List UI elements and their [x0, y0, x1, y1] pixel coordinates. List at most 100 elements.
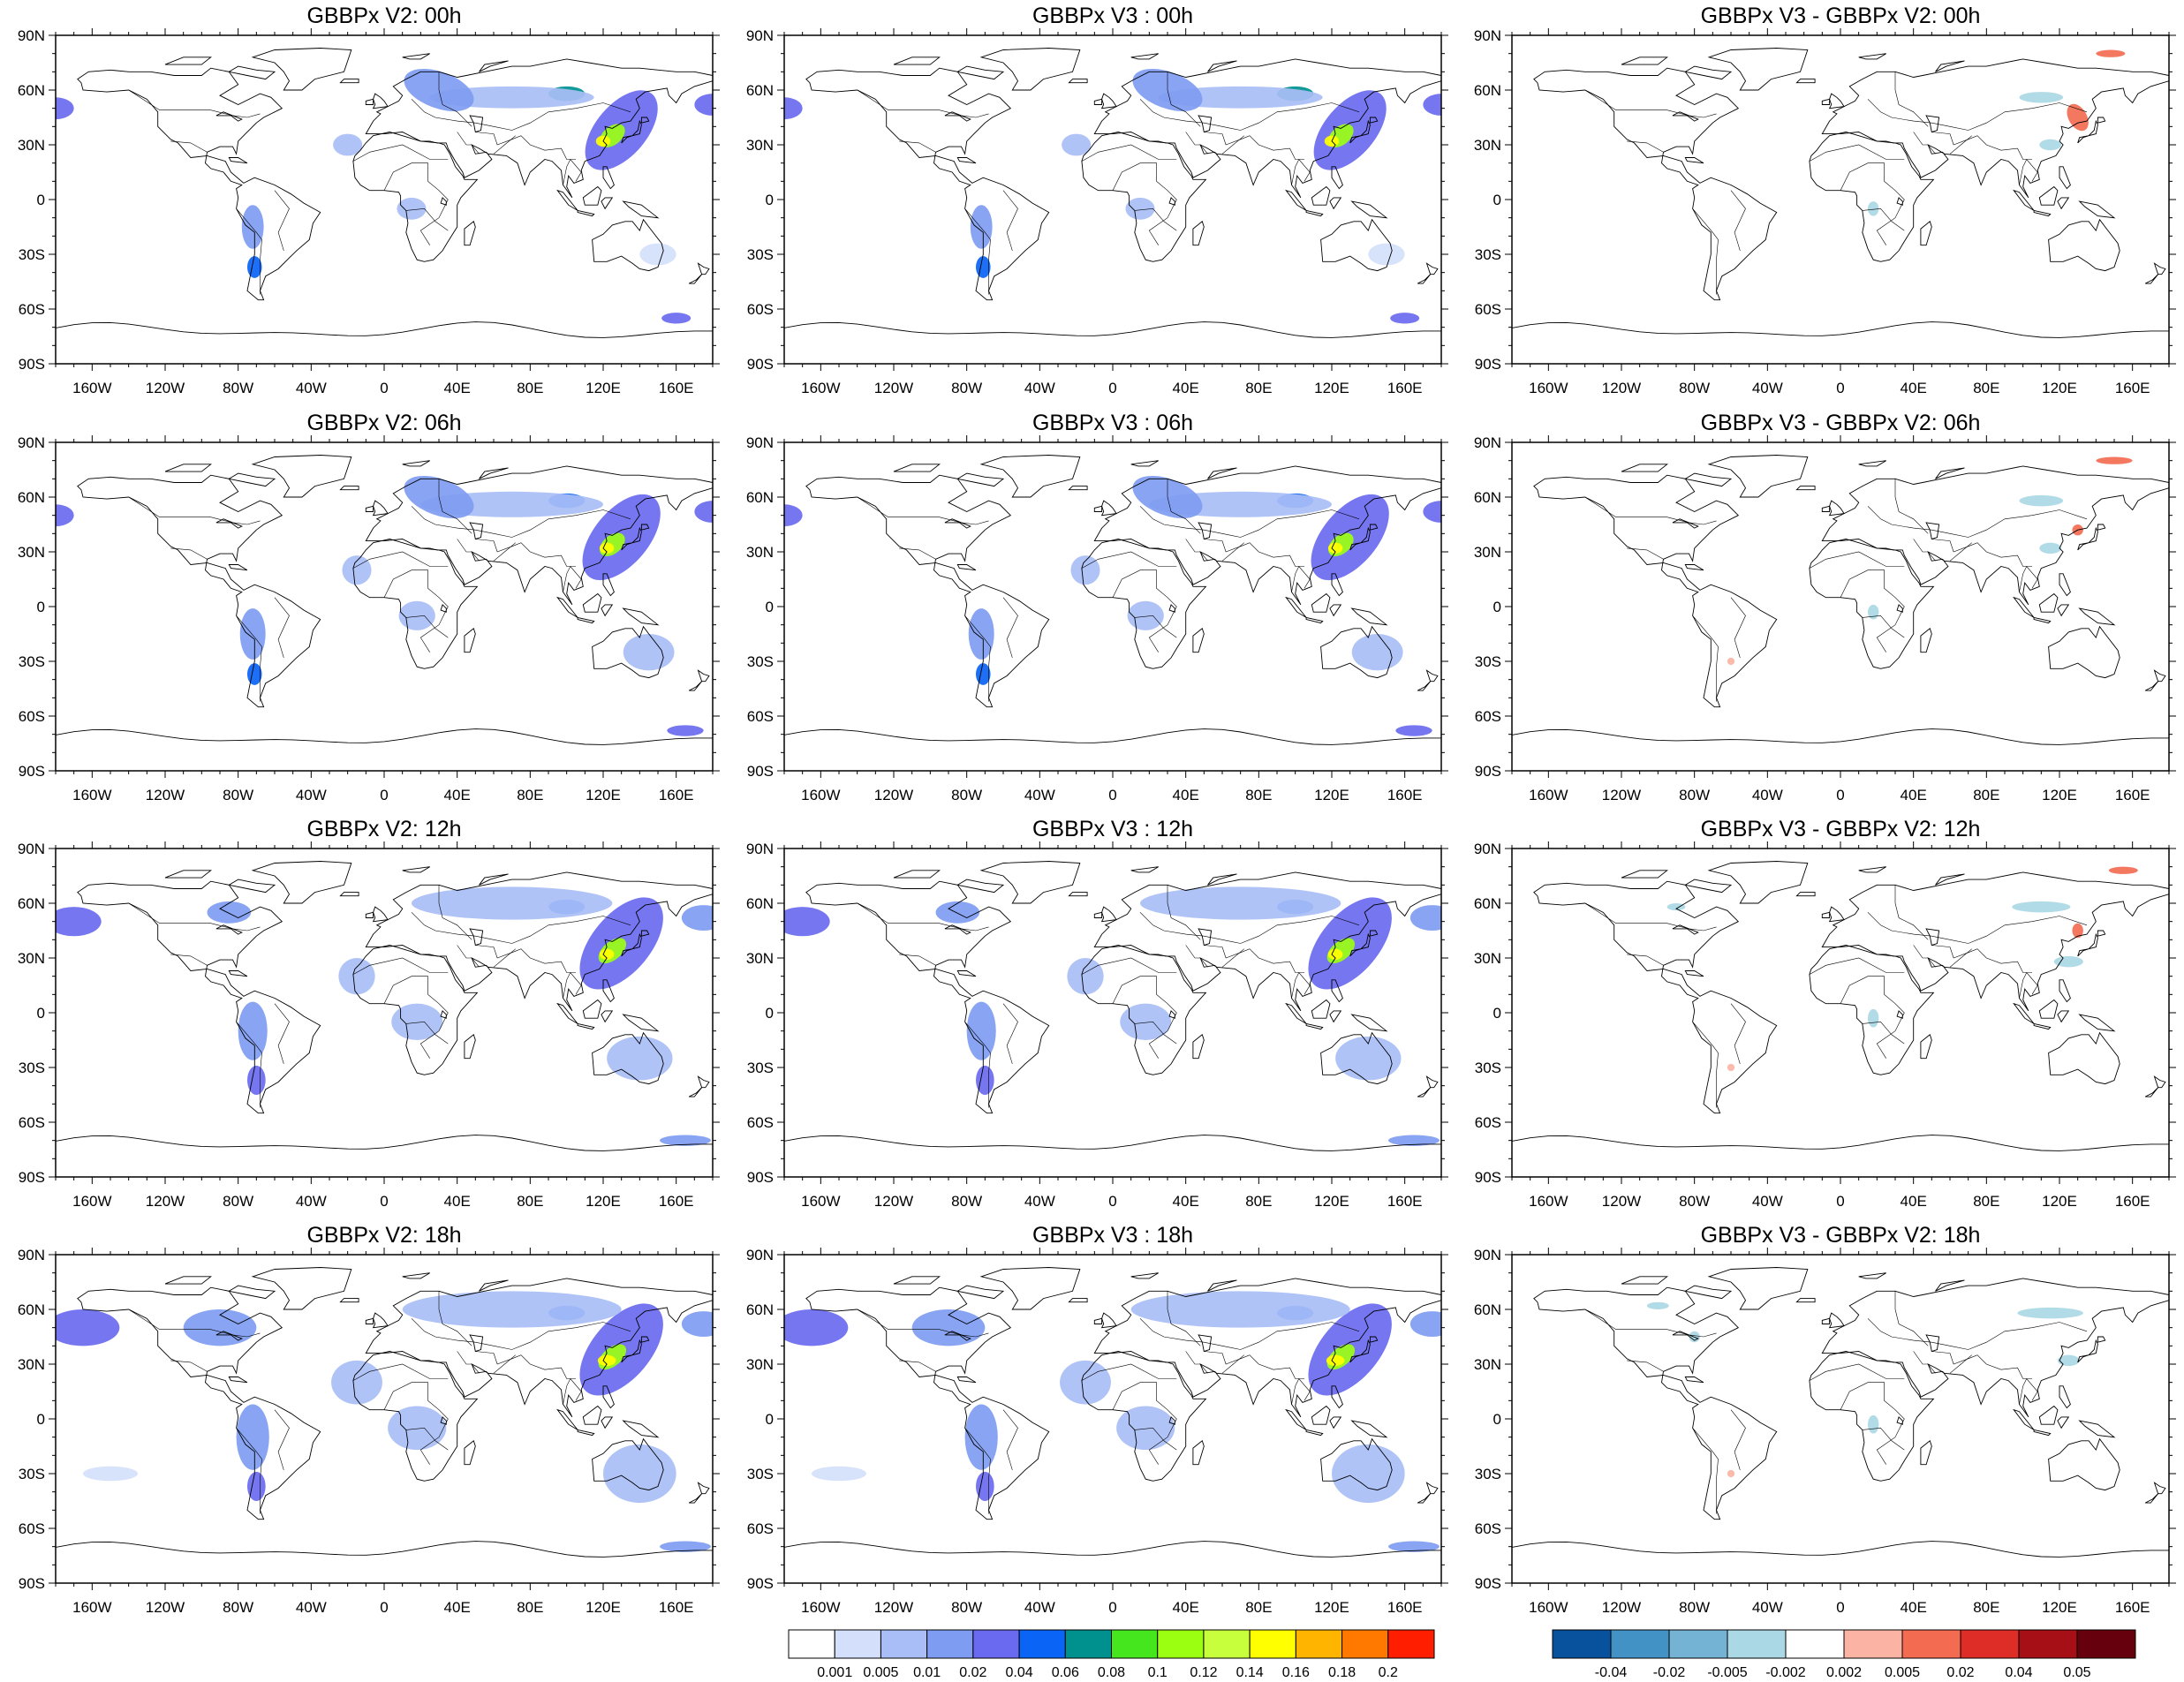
country-border	[383, 1382, 449, 1465]
coastline	[577, 1429, 595, 1437]
lat-tick-label: 90N	[1474, 434, 1501, 451]
difference-area	[2017, 1307, 2083, 1319]
map-panel: GBBPx V2: 18h 160W 120W 80W 40W 0 40E 80E 120E 16…	[18, 1223, 720, 1616]
coastline	[621, 932, 642, 957]
coastline	[1068, 79, 1088, 84]
coastline	[2038, 592, 2059, 613]
country-border	[236, 208, 262, 295]
lake-outline	[1168, 197, 1175, 206]
lon-tick-label: 0	[1836, 1599, 1844, 1616]
colorbar-box	[1387, 1629, 1435, 1659]
coastline	[1425, 669, 1439, 683]
country-border	[1134, 1021, 1177, 1045]
emission-area	[236, 1404, 269, 1470]
coastline	[602, 979, 615, 1003]
coastline	[2153, 1075, 2166, 1089]
emission-area	[812, 1466, 866, 1482]
difference-area	[1727, 1063, 1735, 1072]
coastline	[2153, 669, 2166, 683]
lon-tick-label: 120E	[2042, 1193, 2077, 1210]
coastline	[1621, 1276, 1668, 1285]
country-border	[1949, 135, 1972, 155]
lake-outline	[1896, 1010, 1903, 1019]
country-border	[1692, 208, 1719, 295]
coastline	[2097, 930, 2106, 937]
emission-area	[639, 243, 676, 266]
lon-tick-label: 40W	[296, 380, 327, 396]
country-border	[1627, 140, 1664, 153]
coastline	[251, 861, 352, 904]
country-border	[1081, 144, 1177, 162]
lon-tick-label: 0	[1836, 1193, 1844, 1210]
country-border	[411, 99, 631, 131]
antarctica-coastline	[784, 321, 1441, 338]
tick-marks	[49, 1248, 720, 1590]
coastline	[365, 465, 713, 606]
country-border	[1627, 954, 1664, 966]
lon-tick-label: 120W	[1602, 380, 1641, 396]
map-frame	[783, 848, 1442, 1178]
lon-tick-label: 80E	[1973, 1599, 1999, 1616]
lon-tick-label: 40E	[1173, 787, 1199, 803]
lake-outline	[1198, 1334, 1213, 1353]
colorbar-absolute: 0.001 0.005 0.01 0.02 0.04 0.06 0.08 0.1 0.12 0.1…	[788, 1629, 1435, 1680]
lon-tick-label: 80W	[223, 787, 253, 803]
coastline	[228, 157, 248, 164]
country-border	[1730, 190, 1746, 251]
difference-area	[2072, 923, 2083, 939]
coastline	[1935, 873, 1965, 886]
lon-tick-label: 80W	[223, 1599, 253, 1616]
difference-area	[1727, 657, 1735, 666]
lon-tick-label: 40E	[1901, 380, 1927, 396]
map-panel: GBBPx V3 : 18h 160W 120W 80W 40W 0 40E 80E 120E 1…	[746, 1223, 1448, 1616]
data-field	[56, 1291, 713, 1552]
lat-tick-label: 90S	[19, 1169, 45, 1186]
emission-area	[623, 634, 675, 671]
coastline	[1207, 1279, 1237, 1292]
coastline	[1207, 467, 1237, 479]
country-border	[1002, 190, 1018, 251]
tick-marks	[777, 28, 1448, 371]
lon-tick-label: 120W	[146, 380, 185, 396]
country-border	[1134, 207, 1177, 231]
lat-tick-label: 90S	[1475, 1169, 1501, 1186]
country-border	[1931, 945, 2032, 973]
country-border	[899, 140, 936, 153]
coastline	[1320, 218, 1393, 272]
coastline	[621, 1339, 642, 1363]
difference-area	[1666, 902, 1686, 911]
lon-tick-label: 80E	[517, 1599, 543, 1616]
lake-outline	[1672, 518, 1699, 529]
coastline	[2059, 979, 2071, 1003]
lake-outline	[1925, 1334, 1940, 1353]
colorbar-box	[1018, 1629, 1066, 1659]
coastline	[2033, 1429, 2052, 1437]
colorbar-box	[1785, 1629, 1845, 1659]
colorbar-box	[834, 1629, 881, 1659]
tick-marks	[49, 435, 720, 778]
coastline	[2153, 1482, 2166, 1495]
panel-title: GBBPx V3 - GBBPx V2: 00h	[1701, 4, 1981, 28]
antarctica-coastline	[56, 1135, 713, 1151]
lon-tick-label: 160W	[72, 1193, 111, 1210]
coastline	[805, 67, 1050, 301]
coastline	[228, 1285, 276, 1300]
country-border	[1134, 1427, 1177, 1451]
lat-tick-label: 30N	[1474, 950, 1501, 967]
lake-outline	[944, 518, 971, 529]
coastline	[365, 98, 374, 105]
emission-area	[1395, 725, 1432, 736]
coastline	[372, 906, 389, 923]
emission-area	[412, 886, 613, 920]
lat-tick-label: 90S	[747, 763, 774, 780]
lon-tick-label: 160E	[2115, 1599, 2150, 1616]
coastline	[1081, 1351, 1207, 1482]
lon-tick-label: 120E	[586, 787, 621, 803]
coastline	[339, 486, 359, 491]
lat-tick-label: 30N	[18, 950, 45, 967]
lon-tick-label: 120W	[874, 1193, 913, 1210]
country-border	[128, 902, 261, 932]
emission-area	[964, 1404, 998, 1470]
emission-area	[402, 1291, 622, 1328]
coastline	[1093, 465, 1441, 606]
